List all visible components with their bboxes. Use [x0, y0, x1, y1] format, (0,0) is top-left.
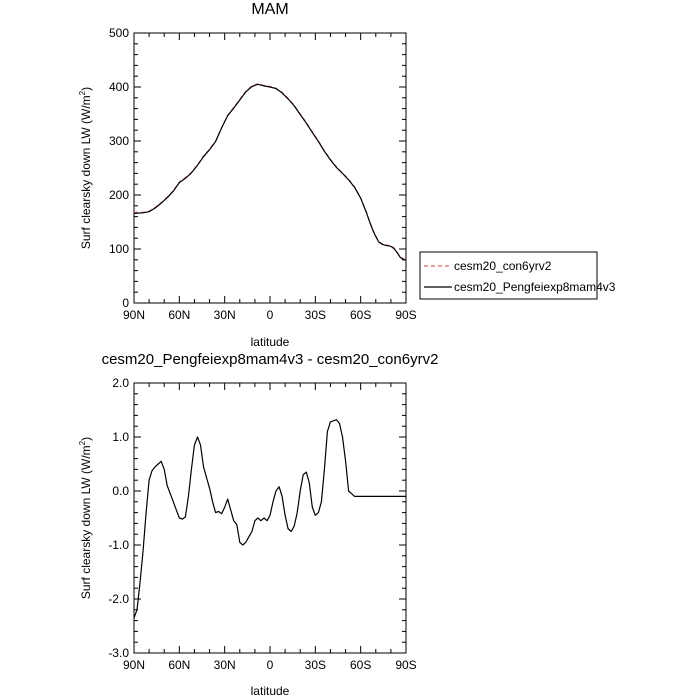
legend-box	[419, 251, 598, 300]
bottom-y-axis-label-main: Surf clearsky down LW (W/m	[79, 445, 93, 599]
bottom-x-axis-label: latitude	[251, 684, 290, 698]
bottom-y-tick-label: 2.0	[112, 376, 129, 390]
top-x-tick-label: 90N	[123, 308, 145, 322]
bottom-y-tick-label: 1.0	[112, 430, 129, 444]
bottom-y-tick-label: 0.0	[112, 484, 129, 498]
top-x-tick-label: 90S	[395, 308, 416, 322]
top-y-tick-label: 500	[109, 26, 129, 40]
top-x-axis-label: latitude	[251, 335, 290, 349]
top-x-tick-label: 0	[267, 308, 274, 322]
bottom-x-tick-label: 60N	[168, 658, 190, 672]
top-x-tick-label: 60S	[350, 308, 371, 322]
top-y-axis-label-sup: 2	[78, 90, 87, 95]
top-x-tick-label: 60N	[168, 308, 190, 322]
top-chart-title: MAM	[251, 1, 288, 18]
bottom-plot-frame	[133, 382, 407, 654]
bottom-x-tick-label: 30N	[214, 658, 236, 672]
bottom-x-tick-label: 0	[267, 658, 274, 672]
bottom-series-lines	[133, 419, 406, 619]
bottom-y-axis-label: Surf clearsky down LW (W/m2)	[78, 437, 93, 599]
bottom-y-tick-label: -3.0	[108, 646, 129, 660]
bottom-y-tick-label: -1.0	[108, 538, 129, 552]
top-y-tick-label: 0	[122, 296, 129, 310]
bottom-x-tick-label: 60S	[350, 658, 371, 672]
top-tick-labels: 90N 60N 30N 0 30S 60S 90S 0 100 200 300 400 500	[109, 26, 417, 322]
bottom-series-line-0	[133, 419, 406, 619]
bottom-chart-title: cesm20_Pengfeiexp8mam4v3 - cesm20_con6yr…	[102, 351, 439, 368]
bottom-axis-ticks	[133, 382, 407, 654]
bottom-x-tick-label: 30S	[305, 658, 326, 672]
top-series-line-0	[134, 83, 407, 261]
bottom-y-tick-label: -2.0	[108, 592, 129, 606]
legend-entry-pengfeiexp8mam4v3: cesm20_Pengfeiexp8mam4v3	[454, 280, 616, 294]
top-y-tick-label: 100	[109, 242, 129, 256]
top-y-axis-label-main: Surf clearsky down LW (W/m	[79, 95, 93, 249]
top-y-axis-label: Surf clearsky down LW (W/m2)	[78, 87, 93, 249]
legend: cesm20_con6yrv2 cesm20_Pengfeiexp8mam4v3	[419, 251, 616, 300]
top-y-axis-label-close: )	[79, 87, 93, 91]
bottom-y-axis-label-sup: 2	[78, 440, 87, 445]
bottom-y-axis-label-close: )	[79, 437, 93, 441]
top-plot-frame	[133, 32, 407, 304]
top-y-tick-label: 300	[109, 134, 129, 148]
top-series-lines	[133, 83, 407, 261]
top-y-tick-label: 200	[109, 188, 129, 202]
bottom-x-tick-label: 90N	[123, 658, 145, 672]
top-x-tick-label: 30N	[214, 308, 236, 322]
bottom-panel: cesm20_Pengfeiexp8mam4v3 - cesm20_con6yr…	[78, 351, 438, 698]
top-panel: MAM 90N 60N 30N 0 30S 60S 90S0100200300400500 …	[78, 1, 417, 349]
top-axis-ticks	[133, 32, 407, 304]
bottom-tick-labels: 90N 60N 30N 0 30S 60S 90S -3.0 -2.0 -1.0 0.0 1.0 2.0	[108, 376, 416, 672]
legend-entry-con6yrv2: cesm20_con6yrv2	[454, 259, 552, 273]
top-series-line-1	[133, 83, 407, 261]
top-x-tick-label: 30S	[305, 308, 326, 322]
top-y-tick-label: 400	[109, 80, 129, 94]
bottom-x-tick-label: 90S	[395, 658, 416, 672]
